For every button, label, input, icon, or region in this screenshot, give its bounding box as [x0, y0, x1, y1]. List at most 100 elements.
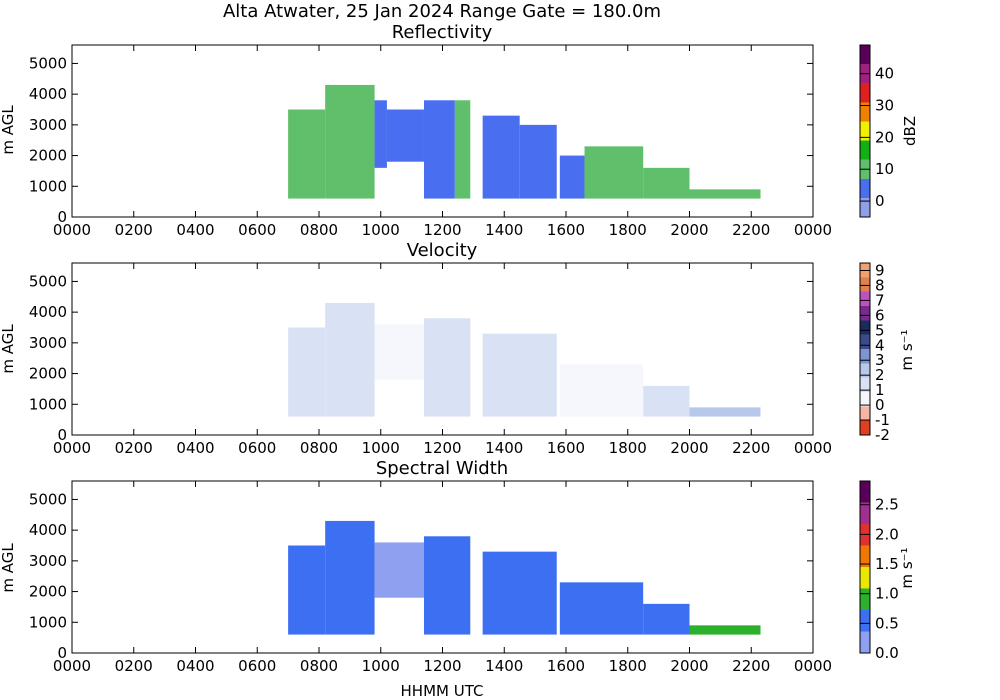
spectral-width-x-tick-label: 1600 — [547, 657, 585, 675]
reflectivity-x-tick-label: 1000 — [362, 221, 400, 239]
spectral-width-x-tick-label: 1400 — [485, 657, 523, 675]
spectral-width-y-tick-label: 4000 — [29, 521, 67, 539]
reflectivity-colorbar-tick-label: 40 — [875, 65, 894, 83]
velocity-y-tick-label: 2000 — [29, 365, 67, 383]
velocity-y-ticks: 0 1000 2000 3000 4000 5000 — [29, 272, 813, 444]
velocity-x-tick-label: 2200 — [732, 439, 770, 457]
reflectivity-echo-segment-4 — [423, 100, 455, 199]
velocity-x-tick-label: 2000 — [670, 439, 708, 457]
x-axis-label: HHMM UTC — [401, 682, 484, 700]
spectral-width-echo-segment-6 — [643, 603, 690, 635]
velocity-colorbar-tick-label: 0 — [875, 396, 885, 414]
reflectivity-echo-segment-5 — [454, 100, 471, 199]
spectral-width-x-tick-label: 1200 — [423, 657, 461, 675]
reflectivity-x-tick-label: 1800 — [609, 221, 647, 239]
spectral-width-echo-segment-2 — [374, 542, 424, 598]
velocity-echo-segment-5 — [559, 364, 644, 417]
reflectivity-x-tick-label: 0200 — [115, 221, 153, 239]
velocity-colorbar-tick-label: 9 — [875, 261, 885, 279]
velocity-panel: Velocity m AGL 0000 0200 0400 0600 0800 1000 1… — [0, 240, 916, 457]
spectral-width-echo-segment-4 — [482, 551, 557, 635]
reflectivity-echo-segment-1 — [325, 84, 375, 199]
reflectivity-y-tick-label: 2000 — [29, 147, 67, 165]
reflectivity-echo-segment-2 — [374, 100, 387, 168]
velocity-x-ticks: 0000 0200 0400 0600 0800 1000 1200 1400 1600 1800… — [53, 263, 832, 457]
spectral-width-colorbar-tick-label: 2.5 — [875, 496, 899, 514]
spectral-width-colorbar-ticks: 0.0 0.5 1.0 1.5 2.0 2.5 — [860, 496, 899, 662]
spectral-width-y-tick-label: 1000 — [29, 613, 67, 631]
reflectivity-y-tick-label: 0 — [57, 208, 67, 226]
velocity-echo-segment-0 — [288, 327, 326, 417]
reflectivity-y-tick-label: 3000 — [29, 116, 67, 134]
velocity-y-tick-label: 5000 — [29, 272, 67, 290]
spectral-width-x-tick-label: 0600 — [238, 657, 276, 675]
reflectivity-x-tick-label: 1600 — [547, 221, 585, 239]
reflectivity-panel: Reflectivity m AGL 0000 0200 0400 0600 0800 1… — [0, 22, 919, 239]
spectral-width-echo-segment-0 — [288, 545, 326, 635]
spectral-width-y-ticks: 0 1000 2000 3000 4000 5000 — [29, 490, 813, 662]
spectral-width-colorbar — [859, 480, 871, 654]
reflectivity-colorbar-tick-label: 10 — [875, 160, 894, 178]
velocity-yaxis-label: m AGL — [0, 324, 17, 374]
reflectivity-yaxis-label: m AGL — [0, 105, 17, 155]
reflectivity-x-tick-label: 0400 — [176, 221, 214, 239]
reflectivity-echo-segment-11 — [689, 189, 761, 199]
velocity-x-tick-label: 0000 — [794, 439, 832, 457]
spectral-width-colorbar-tick-label: 0.0 — [875, 644, 899, 662]
spectral-width-colorbar-tick-label: 0.5 — [875, 614, 899, 632]
velocity-x-tick-label: 1400 — [485, 439, 523, 457]
reflectivity-x-tick-label: 1200 — [423, 221, 461, 239]
spectral-width-x-tick-label: 2200 — [732, 657, 770, 675]
velocity-echo-layer — [288, 302, 761, 417]
velocity-colorbar-tick-label: 1 — [875, 381, 885, 399]
spectral-width-x-tick-label: 1000 — [362, 657, 400, 675]
figure-suptitle: Alta Atwater, 25 Jan 2024 Range Gate = 1… — [223, 1, 661, 22]
velocity-x-tick-label: 0400 — [176, 439, 214, 457]
reflectivity-y-tick-label: 4000 — [29, 85, 67, 103]
reflectivity-echo-segment-10 — [643, 167, 690, 199]
spectral-width-y-tick-label: 5000 — [29, 490, 67, 508]
velocity-x-tick-label: 0800 — [300, 439, 338, 457]
velocity-x-tick-label: 1000 — [362, 439, 400, 457]
reflectivity-colorbar-label: dBZ — [901, 116, 919, 146]
velocity-y-tick-label: 1000 — [29, 395, 67, 413]
velocity-colorbar-tick-label: -2 — [875, 426, 890, 444]
velocity-colorbar-tick-label: 2 — [875, 366, 885, 384]
reflectivity-echo-layer — [288, 84, 761, 199]
velocity-colorbar-tick-label: -1 — [875, 411, 890, 429]
velocity-colorbar-tick-label: 4 — [875, 336, 885, 354]
reflectivity-x-tick-label: 0000 — [794, 221, 832, 239]
reflectivity-x-tick-label: 0800 — [300, 221, 338, 239]
spectral-width-title: Spectral Width — [376, 458, 508, 479]
velocity-echo-segment-1 — [325, 302, 375, 417]
spectral-width-yaxis-label: m AGL — [0, 543, 17, 593]
spectral-width-colorbar-tick-label: 2.0 — [875, 525, 899, 543]
spectral-width-echo-segment-5 — [559, 582, 644, 635]
spectral-width-echo-layer — [288, 520, 761, 635]
spectral-width-x-tick-label: 0400 — [176, 657, 214, 675]
velocity-x-tick-label: 0600 — [238, 439, 276, 457]
spectral-width-x-tick-label: 1800 — [609, 657, 647, 675]
velocity-colorbar-tick-label: 3 — [875, 351, 885, 369]
spectral-width-echo-segment-1 — [325, 520, 375, 635]
reflectivity-y-ticks: 0 1000 2000 3000 4000 5000 — [29, 54, 813, 226]
spectral-width-x-tick-label: 2000 — [670, 657, 708, 675]
spectral-width-x-ticks: 0000 0200 0400 0600 0800 1000 1200 1400 1600 1800… — [53, 481, 832, 675]
reflectivity-echo-segment-7 — [519, 124, 557, 199]
spectral-width-y-tick-label: 2000 — [29, 583, 67, 601]
velocity-colorbar-tick-label: 7 — [875, 291, 885, 309]
velocity-y-tick-label: 4000 — [29, 303, 67, 321]
reflectivity-x-tick-label: 0600 — [238, 221, 276, 239]
spectral-width-echo-segment-7 — [689, 625, 761, 635]
reflectivity-colorbar-ticks: 0 10 20 30 40 — [860, 65, 894, 210]
reflectivity-colorbar — [859, 44, 871, 218]
spectral-width-y-tick-label: 3000 — [29, 552, 67, 570]
reflectivity-echo-segment-8 — [559, 155, 585, 199]
reflectivity-echo-segment-3 — [386, 109, 424, 162]
reflectivity-x-ticks: 0000 0200 0400 0600 0800 1000 1200 1400 1600 1800… — [53, 45, 832, 239]
velocity-colorbar-tick-label: 6 — [875, 306, 885, 324]
spectral-width-x-tick-label: 0000 — [794, 657, 832, 675]
reflectivity-echo-segment-9 — [584, 146, 644, 199]
reflectivity-echo-segment-0 — [288, 109, 326, 199]
